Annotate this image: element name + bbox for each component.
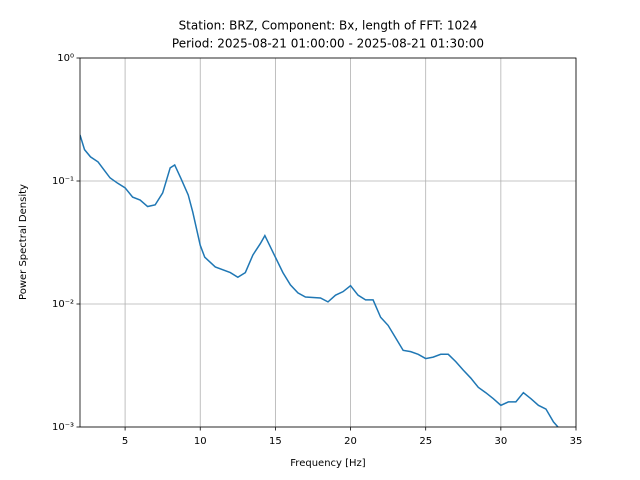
x-tick-label: 30 xyxy=(494,436,507,447)
x-tick-label: 20 xyxy=(344,436,357,447)
chart-title: Station: BRZ, Component: Bx, length of F… xyxy=(179,19,478,33)
x-tick-label: 5 xyxy=(122,436,128,447)
y-tick-label: 10⁻¹ xyxy=(52,176,74,187)
y-tick-label: 10⁻² xyxy=(52,299,74,310)
y-axis-label: Power Spectral Density xyxy=(18,184,29,300)
x-tick-label: 25 xyxy=(419,436,432,447)
x-tick-label: 15 xyxy=(269,436,282,447)
y-tick-label: 10⁰ xyxy=(57,53,74,64)
data-line xyxy=(80,134,559,427)
x-tick-label: 10 xyxy=(194,436,207,447)
y-tick-label: 10⁻³ xyxy=(52,422,74,433)
x-tick-label: 35 xyxy=(570,436,583,447)
plot-frame xyxy=(79,57,577,428)
x-axis-label: Frequency [Hz] xyxy=(290,458,366,469)
chart-subtitle: Period: 2025-08-21 01:00:00 - 2025-08-21… xyxy=(172,37,484,51)
